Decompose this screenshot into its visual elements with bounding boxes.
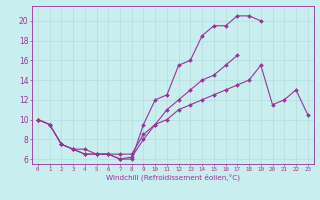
X-axis label: Windchill (Refroidissement éolien,°C): Windchill (Refroidissement éolien,°C): [106, 174, 240, 181]
